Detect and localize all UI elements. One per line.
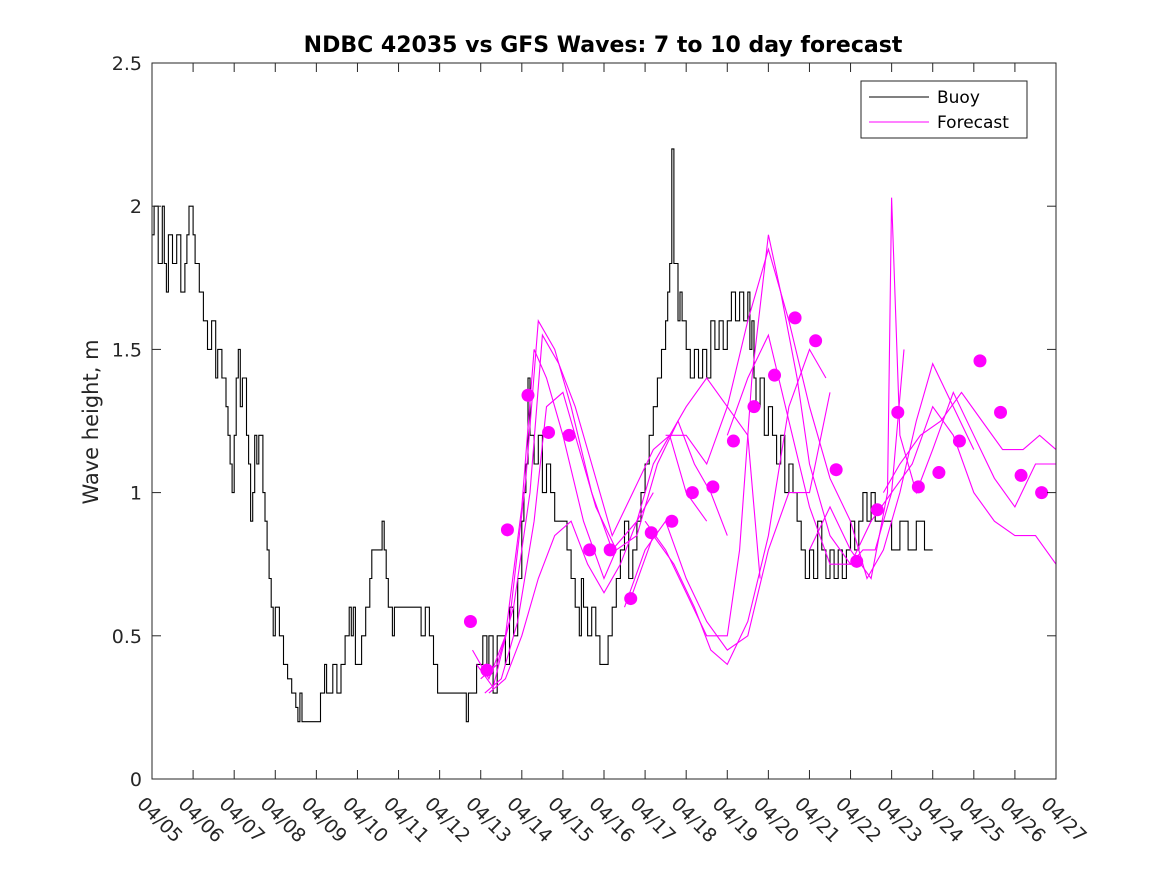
forecast-marker bbox=[809, 334, 823, 348]
forecast-marker bbox=[932, 466, 946, 480]
y-tick-label: 0.5 bbox=[112, 626, 142, 648]
legend: Buoy Forecast bbox=[860, 80, 1028, 139]
forecast-marker bbox=[542, 425, 556, 439]
forecast-marker bbox=[665, 514, 679, 528]
y-tick-label: 2 bbox=[130, 196, 142, 218]
forecast-marker bbox=[788, 311, 802, 325]
forecast-marker bbox=[870, 503, 884, 517]
forecast-marker bbox=[850, 554, 864, 568]
series-forecast-line-10 bbox=[726, 333, 1057, 565]
y-tick-label: 0 bbox=[130, 769, 142, 791]
forecast-marker bbox=[973, 354, 987, 368]
forecast-marker bbox=[463, 614, 477, 628]
series-forecast-line-12 bbox=[882, 391, 1057, 493]
forecast-marker bbox=[521, 388, 535, 402]
forecast-marker bbox=[1014, 468, 1028, 482]
forecast-marker bbox=[500, 523, 514, 537]
series-forecast-line-7 bbox=[632, 348, 827, 666]
legend-label-forecast: Forecast bbox=[937, 113, 1009, 133]
forecast-marker bbox=[891, 405, 905, 419]
forecast-marker bbox=[603, 543, 617, 557]
forecast-marker bbox=[911, 480, 925, 494]
forecast-marker bbox=[768, 368, 782, 382]
series-forecast-line-6 bbox=[623, 392, 831, 651]
y-tick-label: 2.5 bbox=[112, 53, 142, 75]
forecast-marker bbox=[583, 543, 597, 557]
series-buoy-line bbox=[152, 148, 933, 723]
forecast-marker bbox=[624, 592, 638, 606]
plot-frame bbox=[151, 62, 1057, 780]
series-forecast-line-2 bbox=[476, 318, 654, 689]
series-forecast-line-3 bbox=[480, 333, 708, 680]
forecast-marker bbox=[644, 526, 658, 540]
forecast-marker bbox=[480, 663, 494, 677]
forecast-marker bbox=[1035, 486, 1049, 500]
forecast-marker bbox=[747, 400, 761, 414]
legend-label-buoy: Buoy bbox=[937, 88, 980, 108]
forecast-marker bbox=[562, 428, 576, 442]
series-forecast-line-4 bbox=[484, 391, 728, 694]
plot-area bbox=[152, 148, 1057, 723]
y-tick-label: 1 bbox=[130, 483, 142, 505]
y-axis-label: Wave height, m bbox=[79, 339, 103, 504]
y-tick-label: 1.5 bbox=[112, 339, 142, 361]
forecast-marker bbox=[685, 486, 699, 500]
series-forecast-line-5 bbox=[488, 377, 761, 694]
forecast-marker bbox=[726, 434, 740, 448]
forecast-marker bbox=[994, 405, 1008, 419]
series-forecast-line-9 bbox=[665, 247, 975, 580]
legend-box bbox=[860, 80, 1028, 139]
forecast-marker bbox=[952, 434, 966, 448]
forecast-marker bbox=[829, 463, 843, 477]
forecast-marker bbox=[706, 480, 720, 494]
chart-title: NDBC 42035 vs GFS Waves: 7 to 10 day for… bbox=[304, 33, 903, 58]
